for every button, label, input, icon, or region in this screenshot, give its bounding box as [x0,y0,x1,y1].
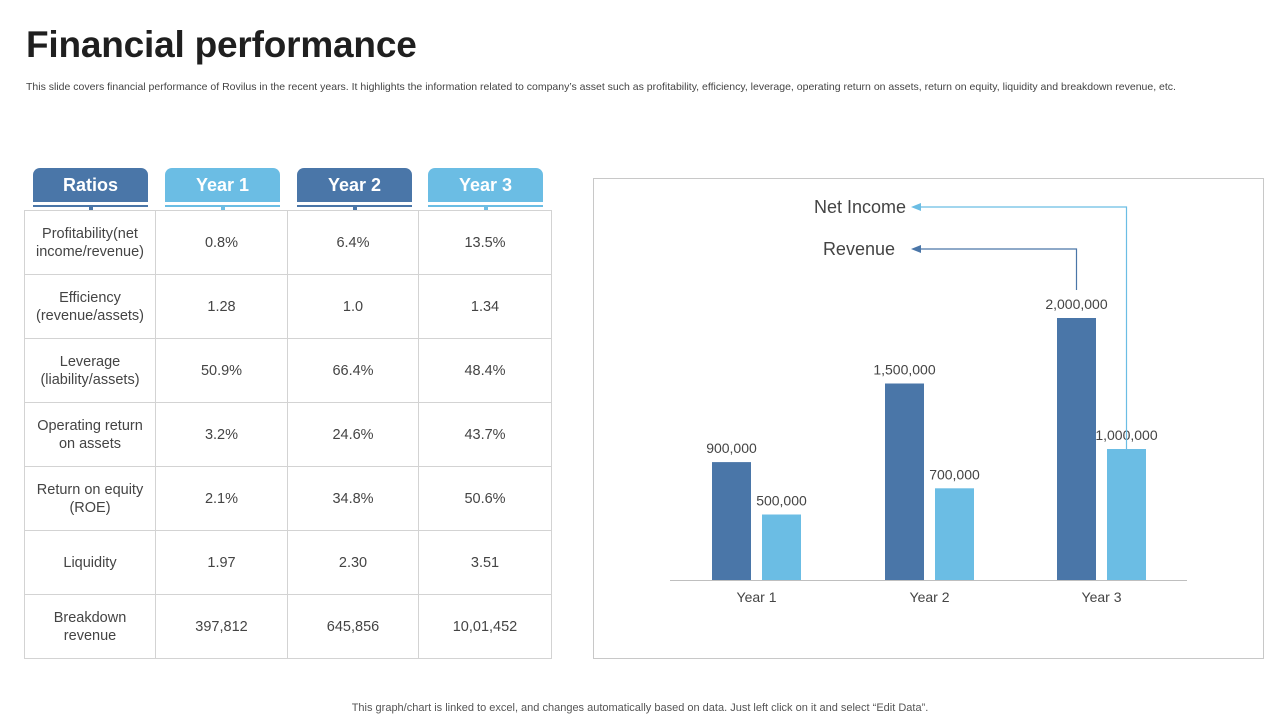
ratios-data-table: Profitability(net income/revenue) 0.8% 6… [24,210,552,659]
data-label-net-income-year-1: 500,000 [756,493,807,509]
revenue-arrow-line [921,248,1078,290]
bar-revenue-year-2 [885,383,924,580]
cell-year-1: 0.8% [155,210,288,275]
cell-year-1: 2.1% [155,466,288,531]
row-label: Profitability(net income/revenue) [24,210,156,275]
ratios-table: Ratios Year 1 Year 2 Year 3 Profitabilit… [24,166,552,659]
cell-year-3: 3.51 [418,530,552,595]
cell-year-2: 34.8% [287,466,419,531]
row-label: Efficiency (revenue/assets) [24,274,156,339]
cell-year-1: 3.2% [155,402,288,467]
bar-chart[interactable]: 900,000 500,000 Year 1 1,500,000 700,000 Year… [593,178,1264,659]
bar-net-income-year-1 [762,514,801,580]
row-label: Operating return on assets [24,402,156,467]
row-label: Leverage (liability/assets) [24,338,156,403]
bar-revenue-year-3 [1057,318,1096,580]
cell-year-1: 1.97 [155,530,288,595]
footer-note: This graph/chart is linked to excel, and… [351,702,929,714]
net-income-arrowhead-icon [911,203,921,211]
x-tick-label-year-2: Year 2 [910,589,950,605]
data-label-revenue-year-1: 900,000 [706,440,757,456]
cell-year-2: 66.4% [287,338,419,403]
bar-chart-svg: 900,000 500,000 Year 1 1,500,000 700,000 Year… [670,197,1187,605]
table-row: Efficiency (revenue/assets) 1.28 1.0 1.3… [24,274,552,339]
cell-year-2: 645,856 [287,594,419,659]
net-income-arrow-line [921,206,1128,449]
page-subtitle: This slide covers financial performance … [26,81,1176,93]
table-row: Liquidity 1.97 2.30 3.51 [24,530,552,595]
cell-year-2: 2.30 [287,530,419,595]
header-ratios: Ratios [33,168,148,210]
cell-year-2: 1.0 [287,274,419,339]
revenue-arrowhead-icon [911,245,921,253]
table-row: Profitability(net income/revenue) 0.8% 6… [24,210,552,275]
bar-revenue-year-1 [712,462,751,580]
cell-year-2: 6.4% [287,210,419,275]
x-tick-label-year-1: Year 1 [737,589,777,605]
table-header-row: Ratios Year 1 Year 2 Year 3 [24,166,551,210]
cell-year-3: 50.6% [418,466,552,531]
cell-year-1: 397,812 [155,594,288,659]
cell-year-3: 48.4% [418,338,552,403]
data-label-revenue-year-2: 1,500,000 [873,362,935,378]
page-title: Financial performance [26,24,417,65]
data-label-net-income-year-2: 700,000 [929,466,980,482]
bar-net-income-year-2 [935,488,974,580]
bar-net-income-year-3 [1107,449,1146,580]
cell-year-3: 13.5% [418,210,552,275]
table-row: Return on equity (ROE) 2.1% 34.8% 50.6% [24,466,552,531]
row-label: Liquidity [24,530,156,595]
legend-net-income: Net Income [814,197,906,217]
header-year-3: Year 3 [428,168,543,210]
table-row: Breakdown revenue 397,812 645,856 10,01,… [24,594,552,659]
cell-year-3: 43.7% [418,402,552,467]
cell-year-3: 1.34 [418,274,552,339]
cell-year-1: 50.9% [155,338,288,403]
legend-revenue: Revenue [823,239,895,259]
header-year-2: Year 2 [297,168,412,210]
x-tick-label-year-3: Year 3 [1082,589,1122,605]
cell-year-2: 24.6% [287,402,419,467]
table-row: Leverage (liability/assets) 50.9% 66.4% … [24,338,552,403]
data-label-revenue-year-3: 2,000,000 [1045,296,1107,312]
row-label: Breakdown revenue [24,594,156,659]
cell-year-1: 1.28 [155,274,288,339]
cell-year-3: 10,01,452 [418,594,552,659]
table-row: Operating return on assets 3.2% 24.6% 43… [24,402,552,467]
row-label: Return on equity (ROE) [24,466,156,531]
header-year-1: Year 1 [165,168,280,210]
